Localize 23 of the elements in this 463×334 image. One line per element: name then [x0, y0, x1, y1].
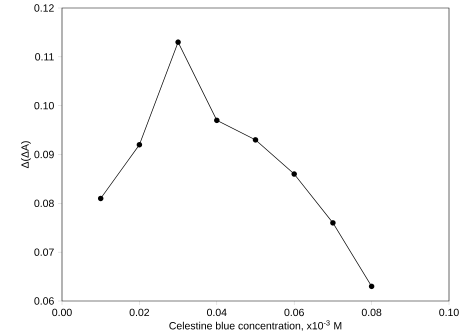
- y-tick-label: 0.10: [34, 102, 54, 110]
- y-axis-title: Δ(ΔA): [21, 141, 31, 168]
- x-tick-label: 0.10: [439, 308, 459, 316]
- y-tick-label: 0.08: [34, 200, 54, 208]
- y-tick-label: 0.12: [34, 4, 54, 12]
- point: [175, 39, 181, 45]
- x-tick-label: 0.00: [52, 308, 72, 316]
- point: [98, 196, 104, 202]
- point: [136, 142, 142, 148]
- point: [252, 137, 258, 143]
- x-tick-label: 0.02: [130, 308, 150, 316]
- x-tick-label: 0.04: [207, 308, 227, 316]
- y-tick-label: 0.11: [35, 53, 54, 61]
- y-tick-label: 0.09: [34, 150, 54, 158]
- point: [330, 220, 336, 226]
- x-axis-title: Celestine blue concentration, x10$^{-3}$ M: [169, 320, 342, 331]
- x-tick-label: 0.08: [362, 308, 382, 316]
- point: [214, 118, 220, 124]
- point: [368, 284, 374, 290]
- y-tick-label: 0.07: [34, 248, 54, 256]
- x-tick-label: 0.06: [284, 308, 304, 316]
- point: [291, 171, 297, 177]
- y-tick-label: 0.06: [34, 297, 54, 305]
